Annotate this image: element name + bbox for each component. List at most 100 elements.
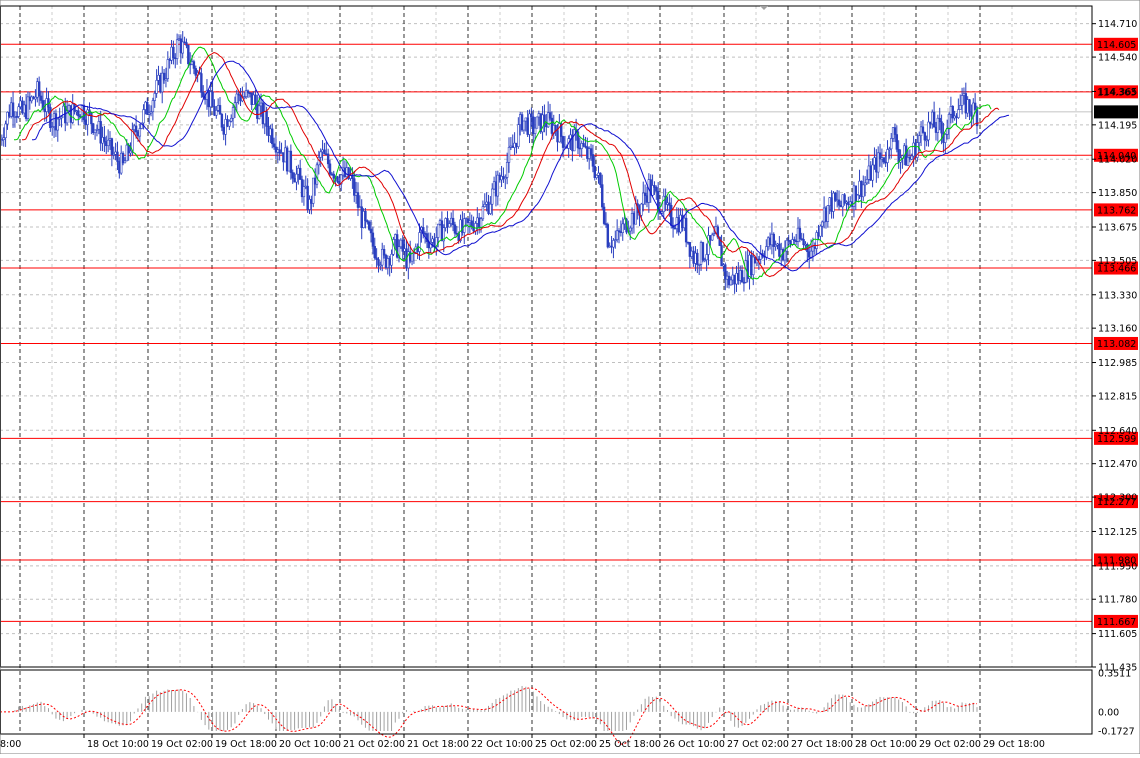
candle-body <box>884 161 887 164</box>
y-tick-label: 112.125 <box>1098 527 1137 538</box>
level-price-tag <box>1094 431 1138 445</box>
y-tick-label: 112.985 <box>1098 358 1137 369</box>
candle-body <box>610 245 613 248</box>
candle-body <box>80 104 84 118</box>
candle-body <box>384 254 388 268</box>
candle-body <box>226 119 229 127</box>
candle-body <box>593 165 596 178</box>
candle-body <box>218 105 222 115</box>
candle-body <box>360 206 363 228</box>
candle-body <box>179 38 183 54</box>
candle-body <box>959 105 962 110</box>
candle-body <box>936 117 940 133</box>
candle-body <box>856 194 859 202</box>
candle-body <box>938 117 941 123</box>
candle-body <box>535 116 539 129</box>
candle-body <box>645 195 649 203</box>
candle-body <box>220 114 224 128</box>
candle-body <box>239 94 242 102</box>
candle-body <box>619 231 623 233</box>
candle-body <box>871 164 874 181</box>
candle-body <box>951 106 954 119</box>
candle-body <box>621 223 624 233</box>
candle-body <box>369 229 373 234</box>
candle-body <box>345 167 348 177</box>
candle-body <box>591 154 595 167</box>
candle-body <box>187 45 190 65</box>
candle-body <box>436 223 440 238</box>
candle-body <box>9 102 13 117</box>
candle-body <box>431 238 434 243</box>
candle-body <box>159 74 162 93</box>
candle-body <box>765 246 768 258</box>
candle-body <box>302 186 306 198</box>
y-tick-label: 114.710 <box>1098 19 1137 30</box>
candle-body <box>612 240 615 248</box>
candle-body <box>34 96 37 100</box>
candle-body <box>319 151 322 158</box>
x-tick-label: 18 Oct 10:00 <box>87 739 149 750</box>
candle-body <box>724 264 727 280</box>
candle-body <box>52 113 56 127</box>
candle-body <box>450 217 453 224</box>
level-price-tag <box>1094 203 1138 217</box>
candle-body <box>133 125 136 130</box>
candle-body <box>828 197 831 206</box>
candle-body <box>699 242 703 265</box>
candle-body <box>910 155 913 160</box>
candle-body <box>293 177 296 183</box>
candle-body <box>444 218 447 228</box>
candle-body <box>200 73 203 93</box>
y-tick-label: 113.330 <box>1098 290 1137 301</box>
candle-body <box>487 201 490 214</box>
candle-body <box>285 147 289 172</box>
candle-body <box>895 134 899 150</box>
x-tick-label: 29 Oct 02:00 <box>919 739 981 750</box>
candle-body <box>248 92 252 95</box>
candle-body <box>162 72 166 81</box>
candle-body <box>925 139 928 142</box>
candle-body <box>781 249 785 261</box>
candle-body <box>675 217 679 229</box>
candle-body <box>722 264 725 267</box>
candle-body <box>599 172 602 185</box>
current-price-label: 114.261 <box>1097 107 1136 118</box>
candle-body <box>313 177 317 185</box>
candle-body <box>697 264 701 266</box>
candle-body <box>26 96 30 119</box>
candle-body <box>32 96 35 100</box>
candle-body <box>312 177 315 204</box>
candle-body <box>929 121 932 125</box>
candle-body <box>261 102 265 125</box>
candle-body <box>573 129 576 152</box>
candle-body <box>58 117 61 120</box>
candle-body <box>304 185 307 188</box>
candle-body <box>725 275 729 280</box>
candle-body <box>970 111 973 117</box>
candle-body <box>880 157 884 160</box>
candle-body <box>863 182 867 186</box>
candle-body <box>272 143 276 148</box>
candle-body <box>194 68 197 76</box>
candle-body <box>869 165 872 181</box>
candle-body <box>690 250 693 257</box>
candle-body <box>485 201 488 205</box>
candle-body <box>254 94 257 105</box>
candle-body <box>560 123 563 137</box>
candle-body <box>466 218 470 223</box>
candle-body <box>673 227 677 230</box>
candle-body <box>291 172 294 179</box>
candle-body <box>183 41 186 44</box>
candle-body <box>798 227 802 239</box>
candle-body <box>274 146 278 153</box>
level-price-tag <box>1094 37 1138 51</box>
candle-body <box>440 220 444 242</box>
candle-body <box>142 109 145 124</box>
candle-body <box>862 184 865 198</box>
candle-body <box>794 240 798 243</box>
candle-body <box>181 41 184 54</box>
main-chart-frame <box>0 5 1093 668</box>
y-tick-label: 114.540 <box>1098 53 1137 64</box>
candle-body <box>86 109 89 125</box>
